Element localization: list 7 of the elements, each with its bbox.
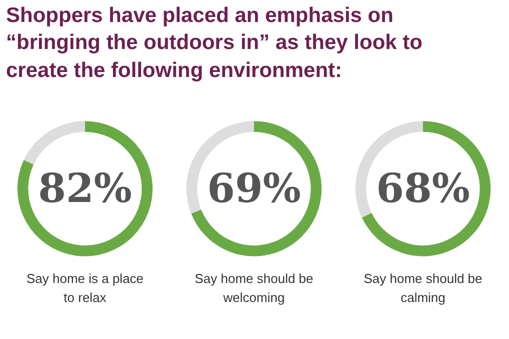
text: 82% [38,165,132,212]
text: Say home should be calming [364,271,482,305]
text: Say home is a place to relax [26,271,144,305]
text: 68% [376,165,470,212]
text: 69% [207,165,301,212]
text: Say home should be welcoming [194,271,314,305]
text: Shoppers have placed an emphasis on “bringing the outdoors in” as they look to create the following environment: [6,3,424,84]
